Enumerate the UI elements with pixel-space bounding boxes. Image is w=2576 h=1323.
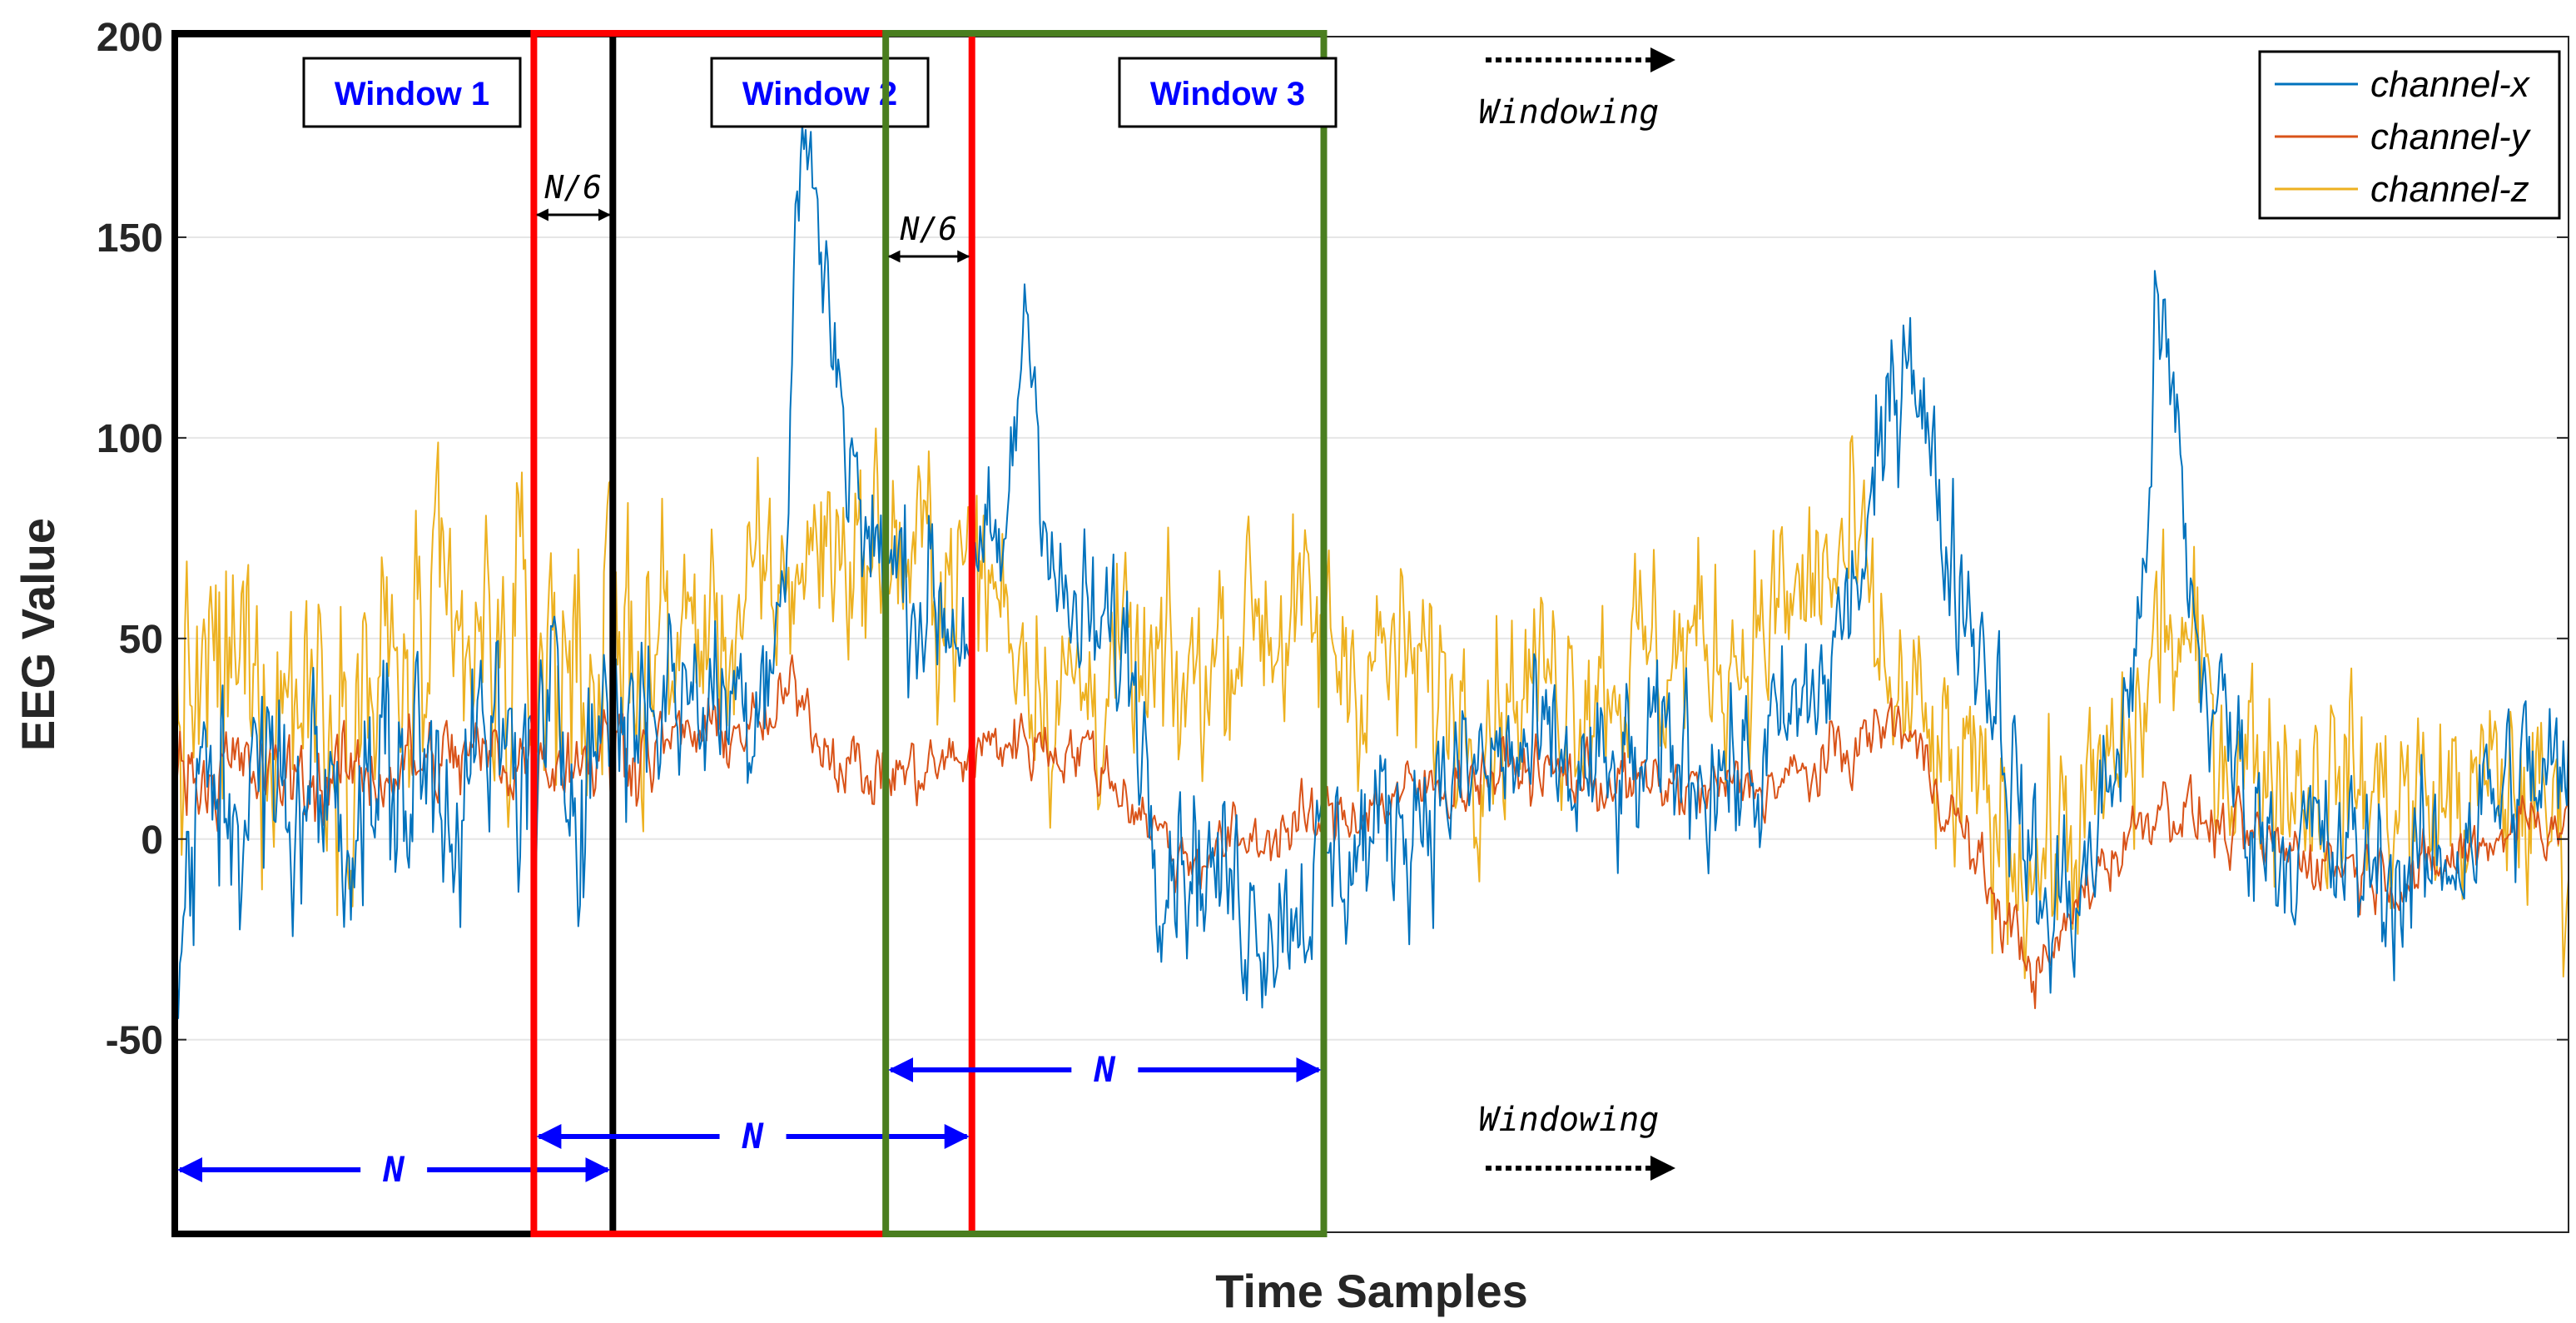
- legend-entry-channel-x: channel-x: [2275, 64, 2531, 105]
- span-label: N: [742, 1116, 764, 1156]
- span-label: N: [1094, 1049, 1116, 1090]
- y-axis-title: EEG Value: [12, 518, 64, 751]
- window-frame: [882, 30, 1328, 1237]
- window-frame: [530, 30, 975, 1237]
- span-label: N: [383, 1149, 405, 1190]
- y-tick-label: 100: [97, 417, 163, 461]
- series-line-channel-y: [175, 654, 2569, 1009]
- window-1: Window 1 N: [171, 30, 617, 1237]
- window-label: Window 2: [742, 76, 897, 112]
- legend-label: channel-y: [2370, 117, 2532, 157]
- legend-box: [2258, 50, 2561, 220]
- x-axis-title: Time Samples: [1215, 1265, 1528, 1317]
- legend-entry-channel-y: channel-y: [2275, 117, 2532, 157]
- legend-label: channel-z: [2370, 169, 2529, 210]
- window-annotations: Window 1 N Window 2 N Window 3 N N/6 N/6: [171, 30, 1338, 1237]
- y-tick-label: 150: [97, 216, 163, 261]
- window-label: Window 1: [335, 76, 489, 112]
- y-tick-label: -50: [106, 1019, 163, 1063]
- window-label: Window 3: [1150, 76, 1305, 112]
- overlap-marker-2: N/6: [887, 211, 970, 263]
- windowing-indicator-bottom: Windowing: [1479, 1101, 1675, 1181]
- window-label-box: [1118, 57, 1338, 128]
- overlap-label: N/6: [544, 169, 603, 206]
- window-2: Window 2 N: [530, 30, 975, 1237]
- series-layer: [175, 124, 2569, 1019]
- overlap-label: N/6: [900, 211, 958, 247]
- window-3: Window 3 N: [882, 30, 1338, 1237]
- window-label-box: [710, 57, 930, 128]
- legend: channel-x channel-y channel-z: [2258, 50, 2561, 220]
- y-tick-label: 0: [141, 818, 163, 863]
- legend-label: channel-x: [2370, 64, 2531, 105]
- windowing-label-bottom: Windowing: [1479, 1101, 1660, 1139]
- series-line-channel-z: [175, 427, 2569, 979]
- series-line-channel-x: [175, 124, 2569, 1019]
- overlap-marker-1: N/6: [535, 169, 611, 221]
- windowing-indicator-top: Windowing: [1479, 47, 1675, 132]
- y-tick-label: 50: [119, 618, 163, 662]
- windowing-label-top: Windowing: [1479, 93, 1660, 132]
- legend-entry-channel-z: channel-z: [2275, 169, 2529, 210]
- y-tick-label: 200: [97, 16, 163, 60]
- window-label-box: [302, 57, 522, 128]
- y-axis-ticks: 200 150 100 50 0 -50: [97, 16, 2569, 1063]
- window-frame: [171, 30, 617, 1237]
